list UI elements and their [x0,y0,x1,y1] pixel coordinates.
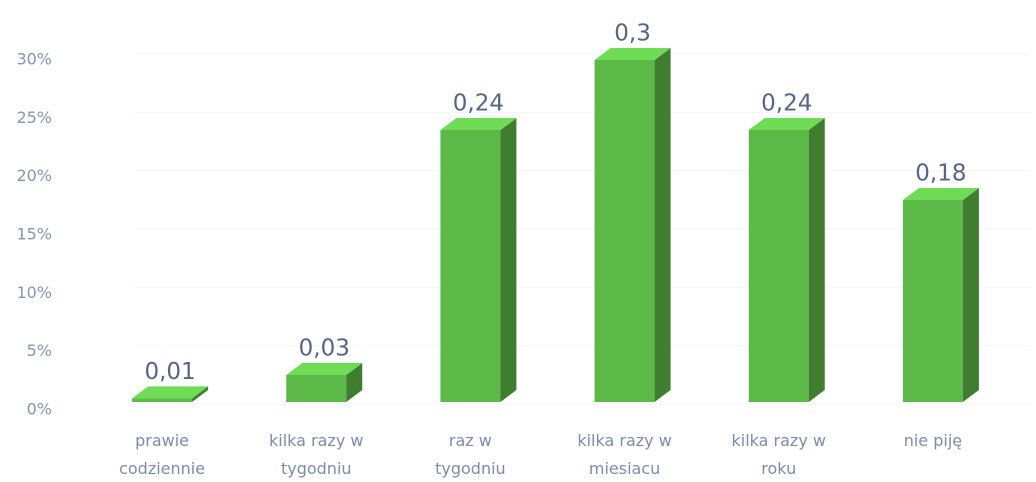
value-label: 0,24 [453,91,504,117]
bar-side [808,118,825,402]
x-tick-label: kilka razy w roku [731,431,826,478]
bar-front [902,200,963,402]
bar-top [132,386,209,399]
y-tick-label: 5% [27,341,52,360]
x-tick-label: kilka razy w tygodniu [269,431,364,478]
value-label: 0,03 [299,336,350,362]
y-tick-label: 15% [16,225,52,244]
bar-top [902,188,979,200]
y-tick-label: 20% [16,166,52,185]
x-tick-label: raz w tygodniu [435,431,506,478]
bar-front [594,60,655,402]
bar-top [286,363,363,375]
bar-side [500,118,517,402]
bar-side [346,363,363,402]
x-tick-label: kilka razy w miesiacu [577,431,672,478]
bar-side [654,48,671,402]
bar-side [192,386,209,402]
x-tick-label: prawie codziennie [119,431,206,478]
value-label: 0,3 [614,21,651,47]
x-tick-label: nie piję [903,431,963,450]
value-label: 0,01 [144,359,195,385]
bar-top [440,118,517,130]
y-tick-label: 10% [16,283,52,302]
bar-front [440,130,501,402]
bar-front [132,398,193,402]
bar-top [748,118,825,130]
bar-front [748,130,809,402]
bar-side [962,188,979,402]
value-label: 0,18 [915,161,966,187]
y-tick-label: 25% [16,108,52,127]
value-label: 0,24 [761,91,812,117]
y-tick-label: 0% [27,400,52,419]
bar-top [594,48,671,60]
bar-front [286,375,347,402]
y-tick-label: 30% [16,50,52,69]
